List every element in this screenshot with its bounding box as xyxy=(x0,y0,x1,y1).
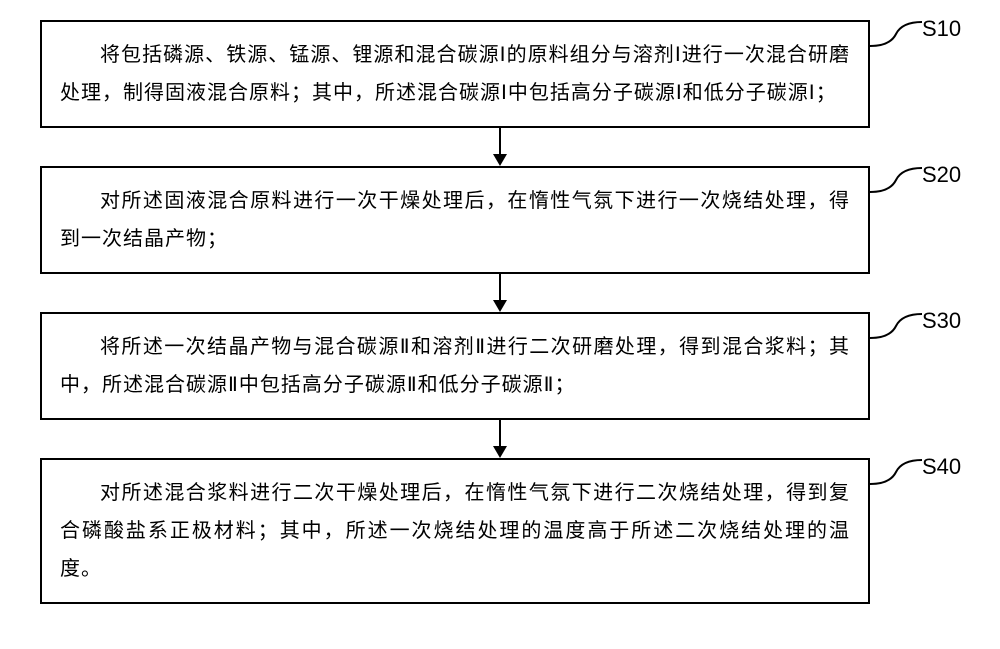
step-label: S10 xyxy=(922,16,961,42)
step-label-wrap: S30 xyxy=(870,312,960,420)
step-row: 将包括磷源、铁源、锰源、锂源和混合碳源Ⅰ的原料组分与溶剂Ⅰ进行一次混合研磨处理，… xyxy=(40,20,960,128)
connector-curve xyxy=(870,458,922,498)
arrow-down xyxy=(85,420,915,458)
step-text: 对所述固液混合原料进行一次干燥处理后，在惰性气氛下进行一次烧结处理，得到一次结晶… xyxy=(60,190,850,250)
step-label-wrap: S10 xyxy=(870,20,960,128)
arrow-down-icon xyxy=(488,128,512,166)
arrow-down xyxy=(85,274,915,312)
step-row: 将所述一次结晶产物与混合碳源Ⅱ和溶剂Ⅱ进行二次研磨处理，得到混合浆料；其中，所述… xyxy=(40,312,960,420)
arrow-down-icon xyxy=(488,420,512,458)
connector-curve xyxy=(870,20,922,60)
step-text: 将包括磷源、铁源、锰源、锂源和混合碳源Ⅰ的原料组分与溶剂Ⅰ进行一次混合研磨处理，… xyxy=(60,44,850,104)
step-label: S30 xyxy=(922,308,961,334)
connector-curve xyxy=(870,166,922,206)
step-label-wrap: S20 xyxy=(870,166,960,274)
step-text: 将所述一次结晶产物与混合碳源Ⅱ和溶剂Ⅱ进行二次研磨处理，得到混合浆料；其中，所述… xyxy=(60,336,850,396)
step-label-wrap: S40 xyxy=(870,458,960,604)
arrow-down-icon xyxy=(488,274,512,312)
flowchart-container: 将包括磷源、铁源、锰源、锂源和混合碳源Ⅰ的原料组分与溶剂Ⅰ进行一次混合研磨处理，… xyxy=(40,20,960,604)
step-text: 对所述混合浆料进行二次干燥处理后，在惰性气氛下进行二次烧结处理，得到复合磷酸盐系… xyxy=(60,482,850,580)
step-row: 对所述混合浆料进行二次干燥处理后，在惰性气氛下进行二次烧结处理，得到复合磷酸盐系… xyxy=(40,458,960,604)
step-box-s40: 对所述混合浆料进行二次干燥处理后，在惰性气氛下进行二次烧结处理，得到复合磷酸盐系… xyxy=(40,458,870,604)
step-label: S40 xyxy=(922,454,961,480)
step-box-s10: 将包括磷源、铁源、锰源、锂源和混合碳源Ⅰ的原料组分与溶剂Ⅰ进行一次混合研磨处理，… xyxy=(40,20,870,128)
step-label: S20 xyxy=(922,162,961,188)
step-box-s20: 对所述固液混合原料进行一次干燥处理后，在惰性气氛下进行一次烧结处理，得到一次结晶… xyxy=(40,166,870,274)
step-box-s30: 将所述一次结晶产物与混合碳源Ⅱ和溶剂Ⅱ进行二次研磨处理，得到混合浆料；其中，所述… xyxy=(40,312,870,420)
step-row: 对所述固液混合原料进行一次干燥处理后，在惰性气氛下进行一次烧结处理，得到一次结晶… xyxy=(40,166,960,274)
connector-curve xyxy=(870,312,922,352)
arrow-down xyxy=(85,128,915,166)
